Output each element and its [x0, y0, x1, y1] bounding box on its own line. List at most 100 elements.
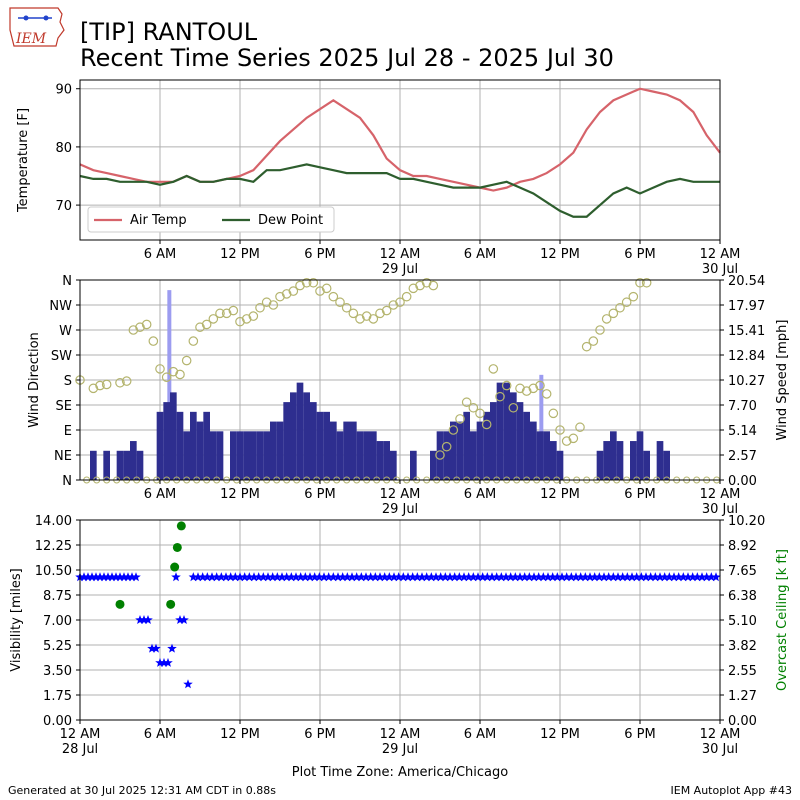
wind-direction-point: [501, 380, 512, 391]
visibility-point: [706, 572, 717, 582]
x-tick-label: 12 PM: [540, 727, 580, 742]
legend: Air Temp Dew Point: [87, 206, 335, 233]
wind-direction-point: [148, 336, 159, 346]
y2-tick-label-speed: 15.41: [728, 324, 765, 339]
wind-speed-bar: [443, 431, 450, 480]
x-tick-label: 6 PM: [304, 247, 335, 262]
wind-direction-point: [548, 408, 559, 419]
wind-speed-bar: [90, 450, 97, 480]
visibility-point: [664, 572, 675, 582]
wind-direction-point: [508, 402, 519, 413]
wind-direction-point: [288, 286, 299, 296]
visibility-point: [83, 572, 93, 582]
wind-direction-point: [621, 297, 632, 308]
visibility-point: [351, 572, 362, 582]
visibility-point: [459, 572, 469, 582]
wind-speed-bar: [190, 411, 197, 480]
visibility-point: [135, 615, 145, 624]
visibility-point: [482, 572, 493, 582]
visibility-point: [300, 572, 311, 582]
wind-speed-bar: [203, 411, 210, 480]
visibility-point: [627, 572, 637, 582]
wind-speed-bar: [256, 431, 264, 480]
visibility-point: [342, 572, 353, 582]
chart-title-line2: Recent Time Series 2025 Jul 28 - 2025 Ju…: [80, 44, 614, 72]
visibility-point: [79, 572, 89, 582]
visibility-point: [151, 643, 161, 653]
visibility-point: [230, 572, 241, 582]
wind-speed-bar: [636, 431, 644, 480]
visibility-point: [613, 572, 623, 582]
visibility-point: [515, 572, 525, 582]
visibility-point: [659, 572, 670, 582]
visibility-point: [188, 572, 199, 582]
wind-speed-bar: [276, 421, 284, 480]
visibility-point: [361, 572, 371, 582]
wind-direction-point: [395, 297, 405, 308]
wind-speed-bar: [630, 441, 637, 480]
wind-speed-bar: [483, 411, 490, 480]
wind-direction-point: [495, 391, 505, 402]
y-axis-label: Temperature [F]: [16, 108, 31, 213]
visibility-point: [580, 572, 591, 582]
visibility-point: [463, 572, 474, 582]
visibility-point: [519, 572, 530, 582]
wind-direction-point: [528, 383, 539, 394]
visibility-point: [701, 572, 712, 582]
visibility-point: [505, 572, 516, 582]
x-tick-label: 12 AM: [380, 727, 421, 742]
visibility-point: [622, 572, 633, 582]
visibility-point: [384, 572, 395, 582]
wind-direction-point: [355, 314, 365, 324]
y-tick-label-direction: W: [59, 324, 72, 339]
visibility-point: [179, 615, 189, 624]
wind-speed-bar: [550, 441, 557, 480]
visibility-point: [123, 572, 133, 582]
wind-direction-point: [535, 380, 545, 391]
y-tick-label-visibility: 10.50: [35, 564, 72, 579]
wind-direction-point: [308, 277, 319, 288]
wind-speed-bar: [210, 431, 217, 480]
visibility-point: [216, 572, 227, 582]
x-tick-label: 12 AM: [700, 247, 741, 262]
wind-direction-point: [515, 383, 525, 394]
wind-direction-point: [635, 277, 645, 288]
wind-direction-point: [301, 277, 312, 288]
visibility-point: [608, 572, 619, 582]
visibility-point: [328, 572, 339, 582]
wind-speed-bar: [343, 421, 350, 480]
wind-speed-bar: [363, 431, 370, 480]
visibility-point: [295, 572, 306, 582]
visibility-point: [272, 572, 283, 582]
visibility-point: [281, 572, 292, 582]
wind-speed-bar: [616, 441, 624, 480]
wind-direction-point: [521, 386, 532, 396]
visibility-point: [99, 572, 109, 582]
wind-speed-bar: [323, 411, 330, 480]
wind-speed-bar: [490, 402, 497, 480]
wind-direction-point: [368, 314, 379, 324]
wind-direction-point: [101, 379, 112, 390]
visibility-panel: 0.00 0.00 1.75 1.27 3.50 2.55 5.25 3.82 7.00 5.10…: [9, 514, 790, 757]
y-tick-label-visibility: 3.50: [43, 664, 72, 679]
x-tick-label: 6 AM: [144, 247, 177, 262]
visibility-point: [636, 572, 647, 582]
y-tick-label: 70: [55, 199, 72, 214]
visibility-point: [258, 572, 269, 582]
visibility-point: [91, 572, 101, 582]
x-tick-label: 6 AM: [144, 727, 177, 742]
y-axis-label-visibility: Visibility [miles]: [9, 568, 24, 671]
y2-tick-label-ceiling: 3.82: [728, 639, 757, 654]
visibility-point: [454, 572, 465, 582]
visibility-point: [655, 572, 665, 582]
visibility-point: [389, 572, 399, 582]
gust-bar: [167, 290, 172, 480]
wind-direction-point: [608, 308, 619, 319]
y-tick-label-direction: S: [64, 374, 72, 389]
wind-direction-point: [88, 383, 99, 394]
wind-direction-point: [141, 319, 152, 330]
visibility-point: [370, 572, 381, 582]
wind-speed-bar: [430, 450, 437, 480]
y-tick-label-direction: SW: [51, 349, 72, 364]
wind-speed-bar: [516, 402, 524, 480]
